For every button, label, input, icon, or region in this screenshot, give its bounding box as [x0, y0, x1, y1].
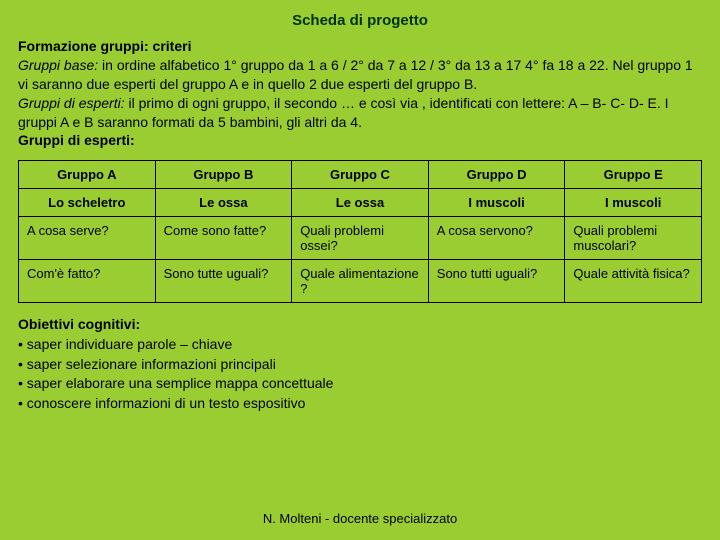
objective-item: • saper individuare parole – chiave [18, 336, 232, 352]
header-cell: Gruppo A [19, 161, 156, 189]
objective-item: • saper elaborare una semplice mappa con… [18, 375, 333, 391]
header-cell: Gruppo E [565, 161, 702, 189]
header-cell: Gruppo D [428, 161, 565, 189]
table-cell: Come sono fatte? [155, 217, 292, 260]
table-cell: Quali problemi ossei? [292, 217, 429, 260]
table-cell: Quali problemi muscolari? [565, 217, 702, 260]
table-cell: Quale alimentazione ? [292, 260, 429, 303]
gruppi-esperti-label: Gruppi di esperti: [18, 95, 125, 111]
subheader-cell: Le ossa [292, 189, 429, 217]
footer-text: N. Molteni - docente specializzato [0, 511, 720, 526]
objective-item: • conoscere informazioni di un testo esp… [18, 395, 305, 411]
groups-table: Gruppo A Gruppo B Gruppo C Gruppo D Grup… [18, 160, 702, 303]
table-subheader-row: Lo scheletro Le ossa Le ossa I muscoli I… [19, 189, 702, 217]
table-cell: A cosa servono? [428, 217, 565, 260]
intro-heading: Formazione gruppi: criteri [18, 38, 191, 54]
subheader-cell: I muscoli [428, 189, 565, 217]
header-cell: Gruppo B [155, 161, 292, 189]
objectives-block: Obiettivi cognitivi: • saper individuare… [18, 315, 702, 413]
intro-block: Formazione gruppi: criteri Gruppi base: … [18, 37, 702, 150]
gruppi-esperti-heading: Gruppi di esperti: [18, 132, 135, 148]
table-cell: Sono tutte uguali? [155, 260, 292, 303]
table-cell: Sono tutti uguali? [428, 260, 565, 303]
gruppi-base-label: Gruppi base: [18, 57, 98, 73]
table-header-row: Gruppo A Gruppo B Gruppo C Gruppo D Grup… [19, 161, 702, 189]
subheader-cell: I muscoli [565, 189, 702, 217]
objectives-heading: Obiettivi cognitivi: [18, 316, 140, 332]
subheader-cell: Le ossa [155, 189, 292, 217]
table-cell: Quale attività fisica? [565, 260, 702, 303]
table-cell: A cosa serve? [19, 217, 156, 260]
table-row: A cosa serve? Come sono fatte? Quali pro… [19, 217, 702, 260]
header-cell: Gruppo C [292, 161, 429, 189]
objective-item: • saper selezionare informazioni princip… [18, 356, 276, 372]
table-row: Com'è fatto? Sono tutte uguali? Quale al… [19, 260, 702, 303]
table-cell: Com'è fatto? [19, 260, 156, 303]
page-title: Scheda di progetto [18, 12, 702, 29]
gruppi-base-text: in ordine alfabetico 1° gruppo da 1 a 6 … [18, 57, 693, 92]
subheader-cell: Lo scheletro [19, 189, 156, 217]
